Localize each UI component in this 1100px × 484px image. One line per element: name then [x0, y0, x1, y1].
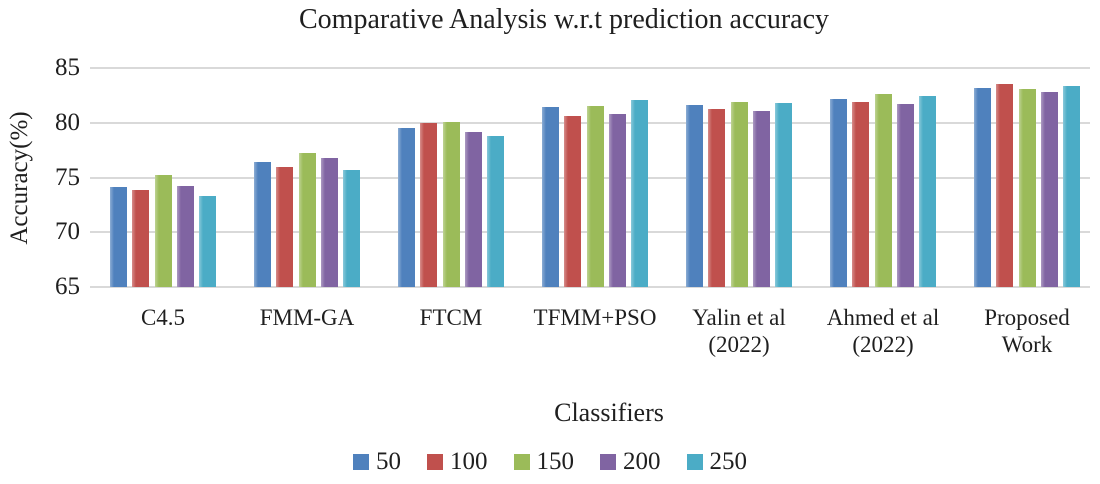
bar-tfmm-pso-50: [542, 107, 559, 287]
bar-yalin-et-al-2022--150: [730, 101, 748, 287]
bar-group-5: [830, 68, 936, 287]
bar-group-4: [686, 68, 792, 287]
chart-title: Comparative Analysis w.r.t prediction ac…: [298, 4, 830, 35]
legend-label: 250: [709, 448, 748, 475]
gridline-85: [90, 67, 1090, 69]
bar-yalin-et-al-2022--50: [686, 105, 703, 287]
bar-ahmed-et-al-2022--100: [852, 101, 870, 287]
x-tick-label-4: Yalin et al (2022): [692, 305, 786, 357]
legend-swatch-icon: [353, 454, 369, 470]
x-axis-title: Classifiers: [554, 398, 664, 427]
bar-ahmed-et-al-2022--150: [874, 94, 892, 287]
x-tick-label-6: Proposed Work: [984, 305, 1070, 357]
bar-proposed-work-100: [996, 84, 1014, 287]
legend-item-150: 150: [513, 448, 575, 476]
x-tick-label-2: FTCM: [419, 305, 483, 330]
legend-item-100: 100: [427, 448, 488, 476]
bar-fmm-ga-50: [254, 162, 271, 287]
bar-proposed-work-150: [1018, 88, 1036, 287]
legend-label: 200: [623, 448, 661, 475]
bar-yalin-et-al-2022--250: [775, 103, 792, 287]
bar-proposed-work-200: [1040, 92, 1058, 287]
legend-swatch-icon: [600, 454, 616, 470]
bar-c4-5-150: [154, 175, 172, 287]
bar-ahmed-et-al-2022--200: [896, 104, 914, 287]
bar-ftcm-150: [442, 121, 460, 287]
bar-group-3: [542, 68, 648, 287]
bar-group-2: [398, 68, 504, 287]
bar-group-1: [254, 68, 360, 287]
bar-tfmm-pso-200: [608, 114, 626, 287]
bar-c4-5-250: [199, 196, 216, 287]
bar-ftcm-100: [420, 122, 438, 287]
legend-label: 150: [536, 448, 575, 475]
legend-swatch-icon: [427, 454, 443, 470]
bar-c4-5-200: [176, 186, 194, 287]
y-tick-label-65: 65: [55, 273, 80, 300]
bar-group-0: [110, 68, 216, 287]
legend-item-250: 250: [686, 448, 748, 476]
bar-fmm-ga-100: [276, 166, 294, 287]
x-tick-label-3: TFMM+PSO: [533, 305, 657, 330]
x-tick-label-1: FMM-GA: [259, 305, 355, 330]
bar-c4-5-100: [132, 189, 150, 287]
bar-ftcm-50: [398, 128, 415, 287]
bar-tfmm-pso-100: [564, 116, 582, 287]
bar-tfmm-pso-250: [631, 99, 648, 287]
legend-swatch-icon: [686, 454, 703, 470]
bar-proposed-work-50: [974, 87, 991, 287]
y-tick-label-80: 80: [55, 108, 80, 136]
bar-ahmed-et-al-2022--50: [830, 98, 847, 287]
bar-fmm-ga-150: [298, 153, 316, 287]
y-tick-label-75: 75: [55, 163, 80, 191]
legend-label: 100: [450, 448, 488, 475]
y-tick-label-70: 70: [55, 218, 80, 246]
legend: 50 100 150 200 250: [0, 448, 1100, 476]
bar-tfmm-pso-150: [586, 106, 604, 287]
x-tick-label-0: C4.5: [140, 305, 186, 330]
bar-ftcm-250: [487, 135, 504, 287]
bar-c4-5-50: [110, 187, 127, 287]
plot-area: [90, 67, 1090, 288]
bar-yalin-et-al-2022--100: [708, 108, 726, 287]
legend-label: 50: [376, 448, 401, 475]
x-tick-label-5: Ahmed et al (2022): [826, 305, 940, 357]
bar-ftcm-200: [464, 131, 482, 287]
legend-item-200: 200: [600, 448, 661, 476]
legend-swatch-icon: [513, 454, 530, 470]
bar-group-6: [974, 68, 1080, 287]
bar-fmm-ga-200: [320, 157, 338, 287]
bar-fmm-ga-250: [343, 169, 360, 287]
y-tick-label-85: 85: [55, 54, 80, 81]
bar-ahmed-et-al-2022--250: [919, 96, 936, 287]
legend-item-50: 50: [353, 448, 401, 476]
bar-proposed-work-250: [1063, 85, 1080, 287]
bar-yalin-et-al-2022--200: [752, 110, 770, 287]
gridline-65: [90, 286, 1090, 288]
